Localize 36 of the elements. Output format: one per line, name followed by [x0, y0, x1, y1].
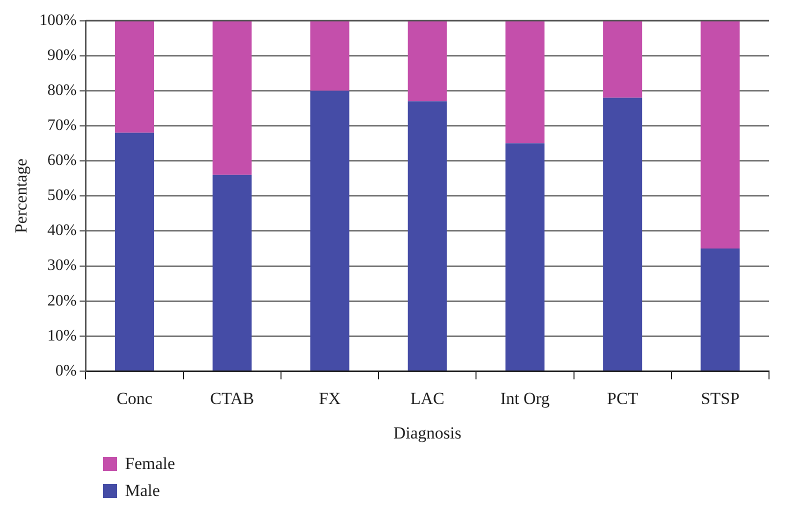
x-tick-label: Int Org: [500, 388, 550, 408]
bar: [603, 20, 642, 98]
y-tick-label: 90%: [47, 46, 77, 64]
y-tick-label: 0%: [55, 362, 77, 380]
y-tick-label: 20%: [47, 292, 77, 310]
bar: [115, 132, 154, 370]
bar: [408, 20, 447, 102]
y-tick-label: 30%: [47, 257, 77, 274]
bar: [700, 20, 740, 248]
bar: [700, 248, 740, 370]
legend-label: Female: [125, 454, 176, 474]
bar: [212, 174, 252, 370]
x-tick-label: CTAB: [210, 388, 254, 408]
bar: [212, 20, 252, 175]
bar: [310, 90, 350, 370]
x-tick-label: LAC: [410, 388, 444, 408]
y-tick-label: 60%: [47, 152, 77, 170]
bar: [408, 101, 447, 370]
y-tick-label: 50%: [47, 187, 77, 204]
x-tick-label: Conc: [116, 388, 153, 408]
y-tick-label: 40%: [47, 222, 77, 240]
x-tick-label: STSP: [700, 388, 740, 408]
bar: [115, 20, 154, 133]
legend-label: Male: [125, 480, 160, 500]
y-tick-label: 70%: [47, 116, 77, 134]
y-tick-label: 10%: [47, 327, 77, 344]
x-tick-label: FX: [318, 388, 341, 408]
x-axis-title: Diagnosis: [393, 423, 462, 442]
bar: [505, 143, 544, 370]
bar: [505, 20, 544, 144]
y-axis-title: Percentage: [12, 158, 31, 234]
y-tick-label: 100%: [39, 12, 77, 29]
x-tick-label: PCT: [606, 388, 639, 408]
bar: [310, 20, 350, 91]
bar: [603, 98, 642, 370]
y-tick-label: 80%: [47, 82, 77, 99]
